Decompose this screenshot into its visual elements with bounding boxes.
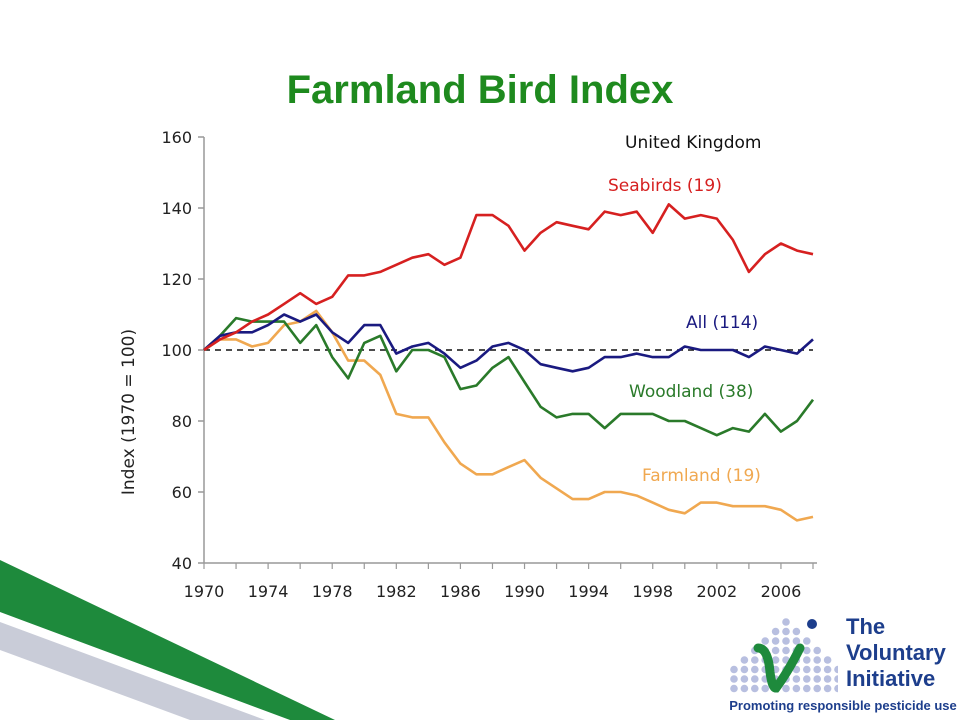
logo-dot — [771, 656, 780, 664]
x-tick-label: 1990 — [504, 582, 545, 601]
series-line-seabirds — [203, 203, 814, 352]
logo-line-1: The — [846, 614, 886, 639]
series-label-farmland: Farmland (19) — [642, 466, 761, 486]
logo-dot — [740, 684, 749, 693]
x-tick-label: 1982 — [376, 582, 417, 601]
logo-dot — [730, 684, 738, 693]
series-line-woodland — [203, 316, 815, 437]
logo-dot — [782, 684, 790, 693]
logo-dot — [751, 656, 759, 664]
x-tick-label: 2002 — [696, 582, 737, 601]
logo-dot — [803, 646, 811, 655]
logo-dot — [792, 675, 801, 683]
y-axis-label: Index (1970 = 100) — [119, 329, 139, 495]
logo-line-3: Initiative — [846, 666, 936, 691]
logo-dot — [740, 656, 749, 664]
y-tick-label: 40 — [172, 554, 192, 573]
logo-dot — [834, 684, 838, 693]
logo-dot — [823, 675, 832, 683]
series-line-all — [203, 313, 814, 373]
logo-dot — [803, 675, 811, 683]
x-tick-label: 1986 — [440, 582, 481, 601]
corner-stripe-green — [0, 560, 335, 720]
logo-dot — [803, 637, 811, 645]
chart-axes: 40 60 80 100 120 140 160 1970 1974 1978 1982 1986 19… — [161, 128, 817, 601]
logo-dot — [751, 675, 759, 683]
logo-dot — [730, 665, 738, 674]
x-tick-label: 1978 — [312, 582, 353, 601]
logo-dot — [792, 627, 801, 636]
logo-dot — [813, 656, 821, 664]
logo-dot — [813, 646, 821, 655]
logo-dot — [803, 684, 811, 693]
y-tick-label: 140 — [161, 199, 192, 218]
logo-dot — [792, 637, 801, 645]
x-tick-label: 2006 — [761, 582, 802, 601]
logo-dot — [803, 656, 811, 664]
y-tick-label: 60 — [172, 483, 192, 502]
logo-dot — [813, 675, 821, 683]
y-tick-label: 80 — [172, 412, 192, 431]
logo-dot — [730, 675, 738, 683]
logo-dot — [740, 665, 749, 674]
logo-dot — [823, 665, 832, 674]
logo-dot — [782, 627, 790, 636]
region-annotation: United Kingdom — [625, 133, 761, 153]
voluntary-initiative-logo: The Voluntary Initiative Promoting respo… — [728, 612, 958, 718]
x-tick-label: 1998 — [632, 582, 673, 601]
logo-dot — [782, 618, 790, 626]
logo-dot — [834, 675, 838, 683]
x-tick-label: 1970 — [184, 582, 225, 601]
logo-dot — [761, 637, 769, 645]
series-label-woodland: Woodland (38) — [629, 382, 753, 402]
logo-dot — [771, 627, 780, 636]
logo-line-2: Voluntary — [846, 640, 946, 665]
series-label-seabirds: Seabirds (19) — [608, 176, 722, 196]
logo-dot — [803, 665, 811, 674]
x-tick-label: 1994 — [568, 582, 609, 601]
logo-dot — [813, 665, 821, 674]
logo-dot — [834, 665, 838, 674]
y-tick-label: 160 — [161, 128, 192, 147]
logo-dot — [771, 646, 780, 655]
slide-title: Farmland Bird Index — [286, 68, 674, 112]
y-tick-label: 100 — [161, 341, 192, 360]
logo-dot — [823, 656, 832, 664]
logo-dot — [761, 684, 769, 693]
logo-dot — [792, 684, 801, 693]
logo-dot — [823, 684, 832, 693]
logo-wordmark: The Voluntary Initiative — [846, 614, 946, 692]
logo-dots-icon — [730, 618, 838, 693]
logo-dot — [782, 637, 790, 645]
x-tick-label: 1974 — [248, 582, 289, 601]
series-lines — [203, 203, 815, 522]
logo-dot — [771, 637, 780, 645]
logo-dot — [813, 684, 821, 693]
logo-tagline: Promoting responsible pesticide use — [728, 696, 958, 716]
logo-dot — [782, 646, 790, 655]
corner-stripe-grey — [0, 622, 265, 720]
logo-dot — [751, 665, 759, 674]
y-tick-label: 120 — [161, 270, 192, 289]
series-label-all: All (114) — [686, 313, 758, 333]
logo-dot — [751, 684, 759, 693]
logo-dot — [740, 675, 749, 683]
